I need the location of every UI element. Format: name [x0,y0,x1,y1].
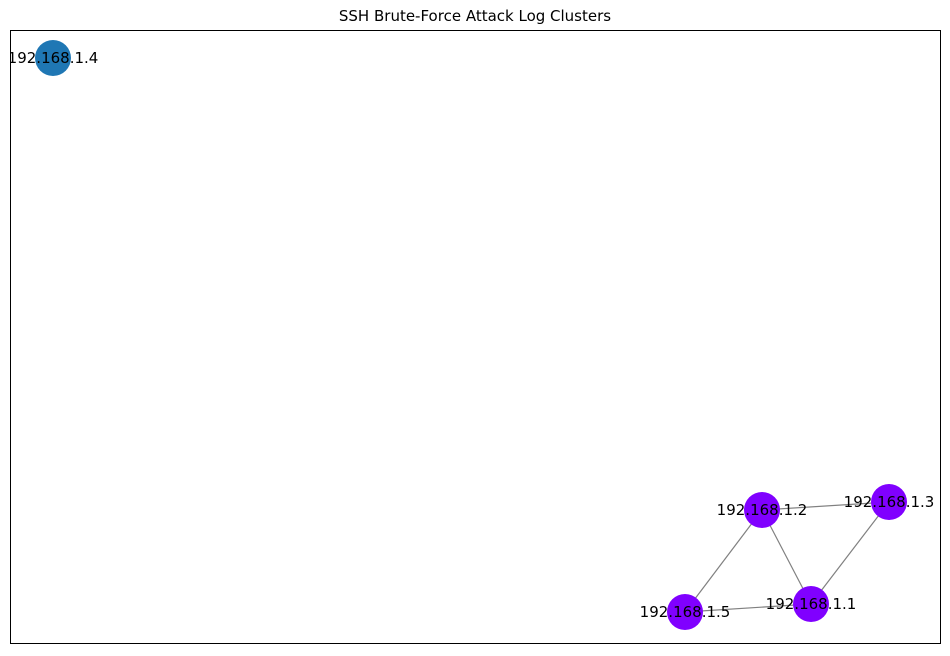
graph-node [744,492,780,528]
graph-node [35,40,71,76]
network-graph: 192.168.1.4 192.168.1.2 192.168.1.3 192.168… [11,40,934,630]
graph-node [793,586,829,622]
graph-node [667,594,703,630]
node-label: 192.168.1.3 [844,493,935,511]
graph-edge [684,509,763,613]
graph-edge [684,603,812,613]
graph-edge [810,501,890,605]
node-label: 192.168.1.1 [766,595,857,613]
labels-layer: 192.168.1.4 192.168.1.2 192.168.1.3 192.168… [11,49,934,621]
nodes-layer [35,40,907,630]
node-label: 192.168.1.4 [11,49,98,67]
graph-plot-area: 192.168.1.4 192.168.1.2 192.168.1.3 192.168… [10,30,941,644]
node-label: 192.168.1.5 [640,603,731,621]
chart-title: SSH Brute-Force Attack Log Clusters [338,7,612,25]
node-label: 192.168.1.2 [717,501,808,519]
graph-node [871,484,907,520]
graph-edge [761,501,890,511]
